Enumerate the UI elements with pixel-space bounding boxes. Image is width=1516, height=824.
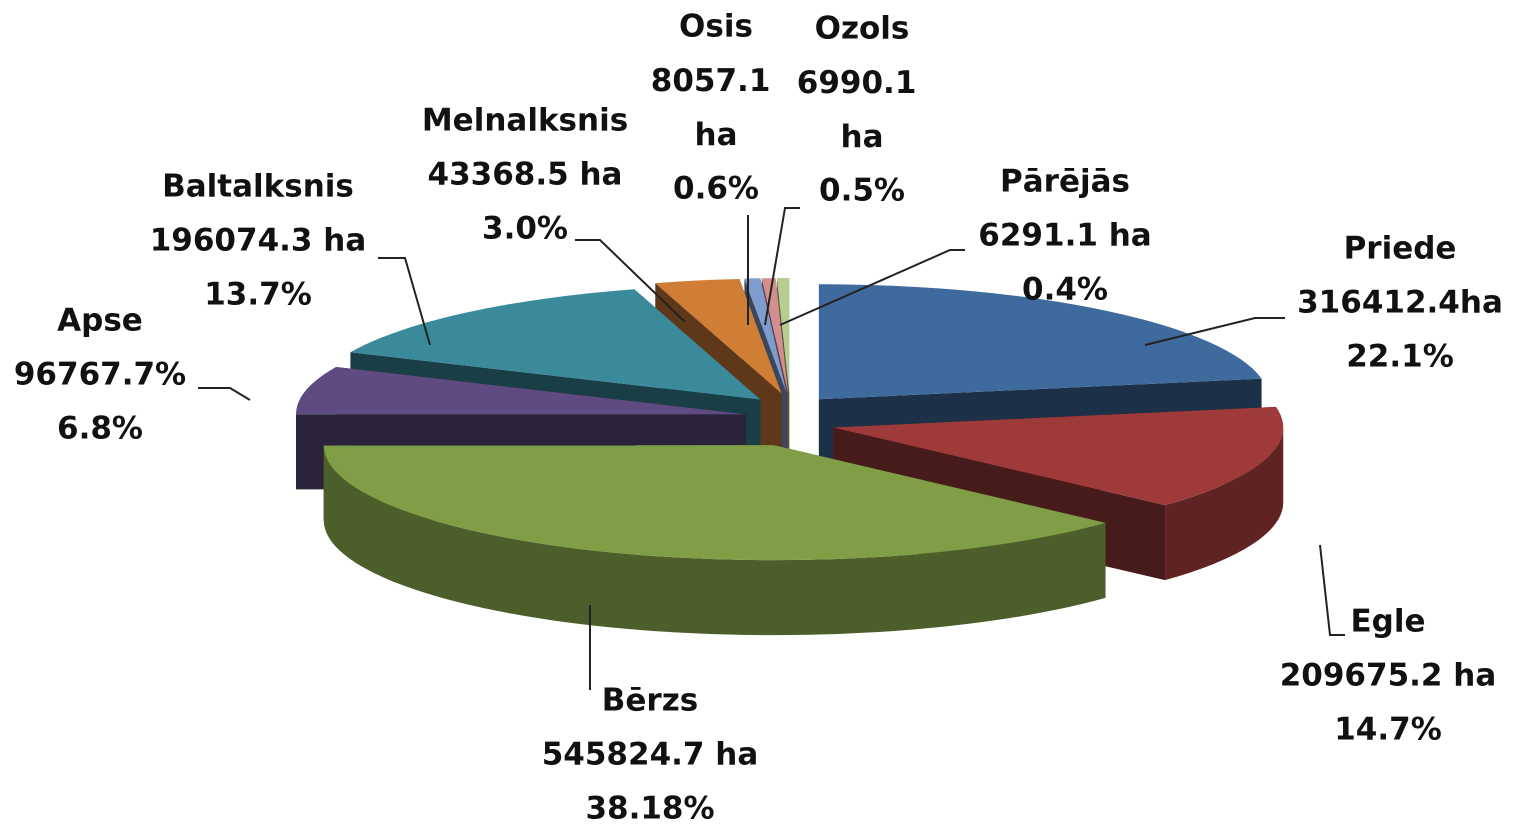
value-label: 209675.2 ha bbox=[1280, 658, 1497, 694]
value-label: 43368.5 ha bbox=[428, 157, 623, 193]
category-label: Priede bbox=[1344, 231, 1457, 267]
slice bbox=[818, 284, 1262, 400]
leader-line bbox=[1144, 317, 1285, 346]
percent-label: 14.7% bbox=[1334, 712, 1442, 748]
slice bbox=[833, 406, 1284, 506]
category-label: Apse bbox=[57, 303, 143, 339]
percent-label: 38.18% bbox=[585, 791, 714, 824]
leader-line bbox=[1319, 544, 1345, 636]
slice bbox=[350, 289, 761, 400]
percent-label: 0.6% bbox=[673, 171, 759, 207]
slice-group bbox=[323, 445, 1106, 636]
category-label: Melnalksnis bbox=[422, 103, 628, 139]
leader-line bbox=[198, 387, 251, 401]
slice bbox=[655, 278, 782, 394]
category-label: Baltalksnis bbox=[162, 169, 354, 205]
percent-label: 22.1% bbox=[1346, 339, 1454, 375]
value-label: 96767.7% bbox=[14, 357, 186, 393]
value-label: 545824.7 ha bbox=[542, 737, 759, 773]
value-label: 6291.1 ha bbox=[978, 218, 1151, 254]
category-label: Osis bbox=[679, 9, 753, 45]
slice bbox=[744, 278, 787, 394]
leader-line bbox=[575, 239, 686, 323]
percent-label: 13.7% bbox=[204, 277, 312, 313]
leader-line bbox=[779, 249, 965, 326]
value-label: 8057.1 ha bbox=[651, 63, 781, 153]
slice-wall bbox=[1165, 427, 1284, 581]
leader-line bbox=[764, 207, 800, 326]
category-label: Bērzs bbox=[602, 683, 698, 719]
percent-label: 3.0% bbox=[482, 211, 568, 247]
slice bbox=[776, 278, 790, 394]
value-label: 6990.1 ha bbox=[797, 65, 927, 155]
category-label: Egle bbox=[1350, 604, 1425, 640]
slice bbox=[296, 366, 747, 415]
category-label: Pārējās bbox=[1000, 164, 1130, 200]
slice-wall bbox=[323, 445, 1106, 636]
percent-label: 6.8% bbox=[57, 411, 143, 447]
slice bbox=[323, 445, 1106, 561]
category-label: Ozols bbox=[815, 11, 910, 47]
percent-label: 0.5% bbox=[819, 173, 905, 209]
value-label: 196074.3 ha bbox=[150, 223, 367, 259]
percent-label: 0.4% bbox=[1022, 272, 1108, 308]
leader-line bbox=[378, 257, 431, 346]
value-label: 316412.4ha bbox=[1297, 285, 1503, 321]
